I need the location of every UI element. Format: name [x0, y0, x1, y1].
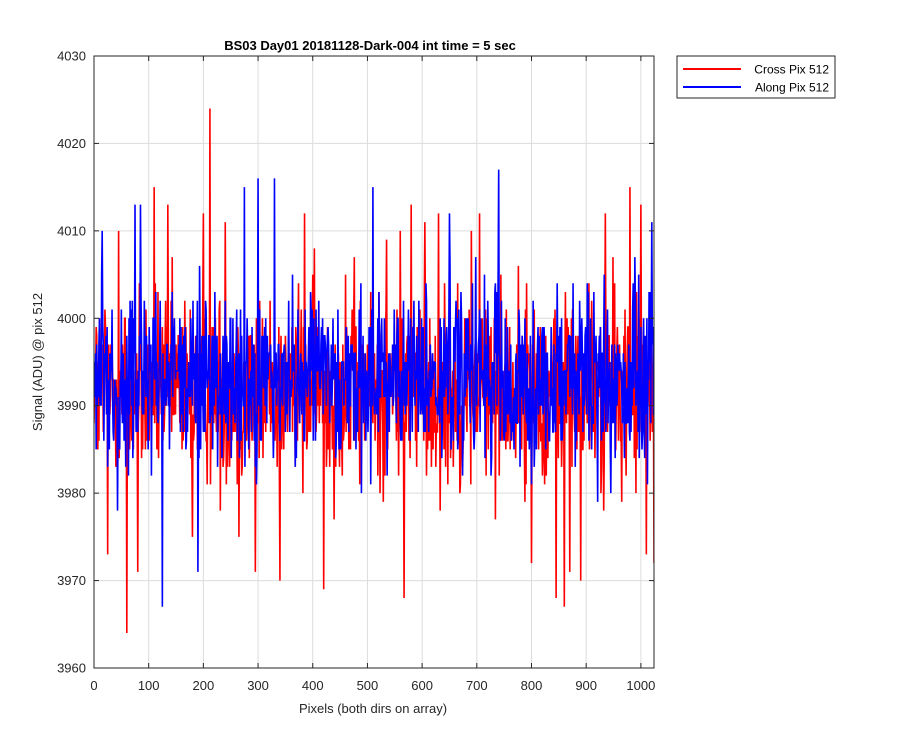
x-tick-label: 100 — [138, 678, 160, 693]
legend-label-cross: Cross Pix 512 — [754, 63, 829, 77]
x-tick-label: 400 — [302, 678, 324, 693]
legend-box — [676, 55, 836, 99]
plot-frame — [93, 55, 655, 669]
x-tick-label: 300 — [247, 678, 269, 693]
y-axis-label: Signal (ADU) @ pix 512 — [30, 293, 45, 431]
chart-title: BS03 Day01 20181128-Dark-004 int time = … — [224, 38, 516, 53]
y-tick-label: 3960 — [57, 661, 86, 676]
axis-ticks: 0 100 200 300 400 500 600 700 800 900 1000 3960 3970… — [57, 49, 655, 694]
y-tick-label: 4020 — [57, 136, 86, 151]
y-tick-label: 3990 — [57, 398, 86, 413]
x-tick-label: 500 — [357, 678, 379, 693]
y-tick-label: 4010 — [57, 223, 86, 238]
x-tick-label: 0 — [90, 678, 97, 693]
y-tick-label: 4030 — [57, 49, 86, 64]
x-axis-label: Pixels (both dirs on array) — [299, 701, 447, 716]
x-tick-label: 900 — [575, 678, 597, 693]
x-tick-label: 600 — [411, 678, 433, 693]
x-tick-label: 800 — [521, 678, 543, 693]
legend: Cross Pix 512 Along Pix 512 — [676, 55, 836, 99]
series-line-along-pix-512 — [94, 169, 654, 607]
y-tick-label: 4000 — [57, 311, 86, 326]
x-tick-label: 200 — [193, 678, 215, 693]
x-tick-label: 1000 — [626, 678, 655, 693]
legend-label-along: Along Pix 512 — [755, 81, 829, 95]
x-tick-label: 700 — [466, 678, 488, 693]
series-layer — [94, 108, 654, 634]
y-tick-label: 3970 — [57, 573, 86, 588]
y-tick-label: 3980 — [57, 486, 86, 501]
